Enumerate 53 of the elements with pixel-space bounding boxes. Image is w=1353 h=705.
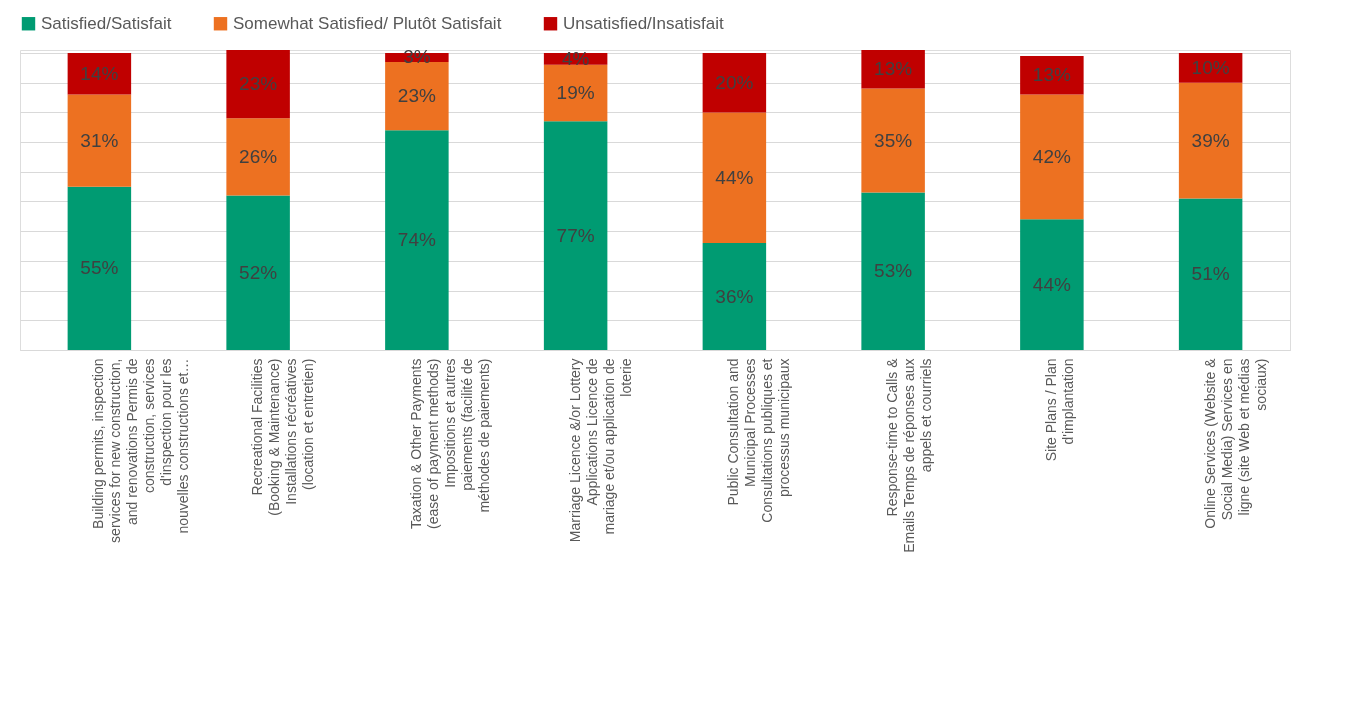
data-label: 51% [1191, 263, 1230, 285]
data-label: 42% [1032, 145, 1071, 167]
data-label: 36% [715, 285, 754, 307]
data-label: 26% [239, 145, 278, 167]
data-label: 23% [397, 85, 436, 107]
data-label: 44% [1032, 273, 1071, 295]
x-tick-label: Online Services (Website & Social Media) Services en ligne (site Web et médias sociaux) [1201, 357, 1269, 529]
bar [861, 192, 925, 350]
bar [1020, 219, 1084, 350]
bar [226, 118, 290, 196]
data-label: 77% [556, 224, 595, 246]
data-label: 13% [1032, 64, 1071, 86]
bar [861, 50, 925, 89]
data-label: 4% [561, 47, 590, 69]
legend-label: Somewhat Satisfied/ Plutôt Satisfait [233, 13, 502, 33]
legend-label: Unsatisfied/Insatisfait [563, 13, 724, 33]
data-label: 53% [874, 260, 913, 282]
bar [1178, 198, 1243, 350]
bar [1020, 55, 1084, 95]
bar [226, 50, 290, 119]
bar [702, 243, 767, 350]
data-label: 74% [397, 229, 436, 251]
data-label: 19% [556, 82, 595, 104]
bar [702, 112, 767, 244]
bar [1178, 82, 1243, 199]
data-label: 35% [874, 129, 913, 151]
data-label: 31% [80, 129, 119, 151]
bar [543, 64, 608, 122]
bar [67, 52, 132, 95]
bar [543, 121, 608, 350]
x-tick-label: Building permits, inspection services for new construction, and renovations Permis de construction, services d'inspection pour les nouvelles constructions et… [90, 358, 192, 543]
bar [226, 195, 290, 350]
data-label: 10% [1191, 56, 1230, 78]
x-tick-label: Taxation & Other Payments (ease of payment methods) Impositions et autres paiements (facilité de méthodes de paiements) [407, 358, 492, 529]
data-label: 52% [239, 261, 278, 283]
legend-label: Satisfied/Satisfait [41, 13, 172, 33]
x-tick-label: Marriage Licence &/or Lottery Applications Licence de mariage et/ou application de loterie [566, 358, 634, 543]
data-label: 13% [874, 58, 913, 80]
x-tick-label: Recreational Facilities (Booking & Maintenance) Installations récréatives (location et entretien) [249, 358, 317, 516]
bar [1020, 94, 1084, 220]
data-label: 55% [80, 257, 119, 279]
bar [67, 186, 132, 350]
data-label: 23% [239, 73, 278, 95]
x-tick-label: Site Plans / Plan d'implantation [1042, 358, 1076, 462]
bar [67, 94, 132, 187]
bar [385, 61, 449, 131]
data-label: 20% [715, 71, 754, 93]
bar [702, 52, 767, 113]
data-label: 39% [1191, 129, 1230, 151]
data-label: 14% [80, 62, 119, 84]
bar [385, 130, 449, 350]
data-label: 44% [715, 166, 754, 188]
bar [861, 88, 925, 193]
